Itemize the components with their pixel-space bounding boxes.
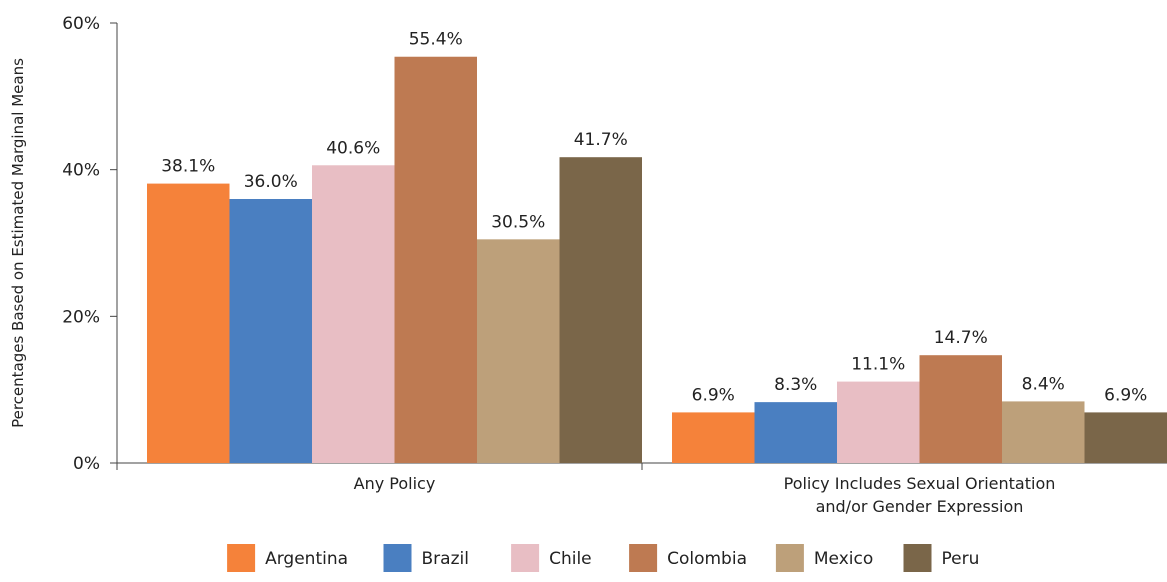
- data-label: 8.4%: [1022, 374, 1065, 394]
- bars-group: [147, 56, 1167, 463]
- legend-label-argentina: Argentina: [265, 549, 348, 569]
- legend-label-colombia: Colombia: [667, 549, 747, 569]
- bar-chile-1: [312, 165, 395, 463]
- bar-peru-1: [559, 157, 642, 463]
- bar-argentina-2: [672, 412, 755, 463]
- data-label: 11.1%: [851, 355, 905, 375]
- y-tick-label: 40%: [62, 161, 100, 181]
- legend-label-chile: Chile: [549, 549, 592, 569]
- data-label: 38.1%: [161, 157, 215, 177]
- value-labels-group: 38.1% 36.0% 40.6% 55.4% 30.5% 41.7% 6.9% 8.3% 11…: [161, 30, 1147, 406]
- legend-swatch-colombia: [629, 544, 658, 572]
- data-label: 14.7%: [934, 328, 988, 348]
- data-label: 6.9%: [692, 385, 735, 405]
- data-label: 41.7%: [574, 130, 628, 150]
- data-label: 6.9%: [1104, 385, 1147, 405]
- x-category-label: Policy Includes Sexual Orientation: [784, 474, 1056, 493]
- legend-swatch-mexico: [775, 544, 804, 572]
- bar-mexico-1: [477, 239, 560, 463]
- bar-brazil-2: [754, 402, 837, 463]
- y-tick-label: 60%: [62, 14, 100, 34]
- legend-swatch-brazil: [383, 544, 412, 572]
- legend-label-mexico: Mexico: [814, 549, 873, 569]
- bar-chile-2: [837, 381, 920, 463]
- y-axis: 0% 20% 40% 60% Percentages Based on Estimate…: [9, 14, 118, 474]
- data-label: 40.6%: [326, 138, 380, 158]
- data-label: 8.3%: [774, 375, 817, 395]
- legend-label-brazil: Brazil: [422, 549, 469, 569]
- bar-brazil-1: [229, 199, 312, 463]
- bar-argentina-1: [147, 183, 230, 463]
- y-axis-title: Percentages Based on Estimated Marginal …: [9, 58, 27, 428]
- legend: Argentina Brazil Chile Colombia Mexico Peru: [227, 544, 979, 572]
- x-axis: Any Policy Policy Includes Sexual Orienta…: [116, 462, 1167, 516]
- legend-label-peru: Peru: [942, 549, 980, 569]
- bar-colombia-1: [394, 56, 477, 463]
- y-tick-label: 20%: [62, 307, 100, 327]
- legend-swatch-peru: [903, 544, 932, 572]
- data-label: 36.0%: [244, 172, 298, 192]
- data-label: 55.4%: [409, 30, 463, 50]
- y-tick-label: 0%: [73, 454, 100, 474]
- bar-mexico-2: [1002, 401, 1085, 463]
- bar-colombia-2: [919, 355, 1002, 463]
- data-label: 30.5%: [491, 212, 545, 232]
- legend-swatch-chile: [511, 544, 540, 572]
- x-category-label: Any Policy: [354, 474, 436, 493]
- legend-swatch-argentina: [227, 544, 256, 572]
- x-category-label: and/or Gender Expression: [816, 497, 1024, 516]
- bar-peru-2: [1084, 412, 1167, 463]
